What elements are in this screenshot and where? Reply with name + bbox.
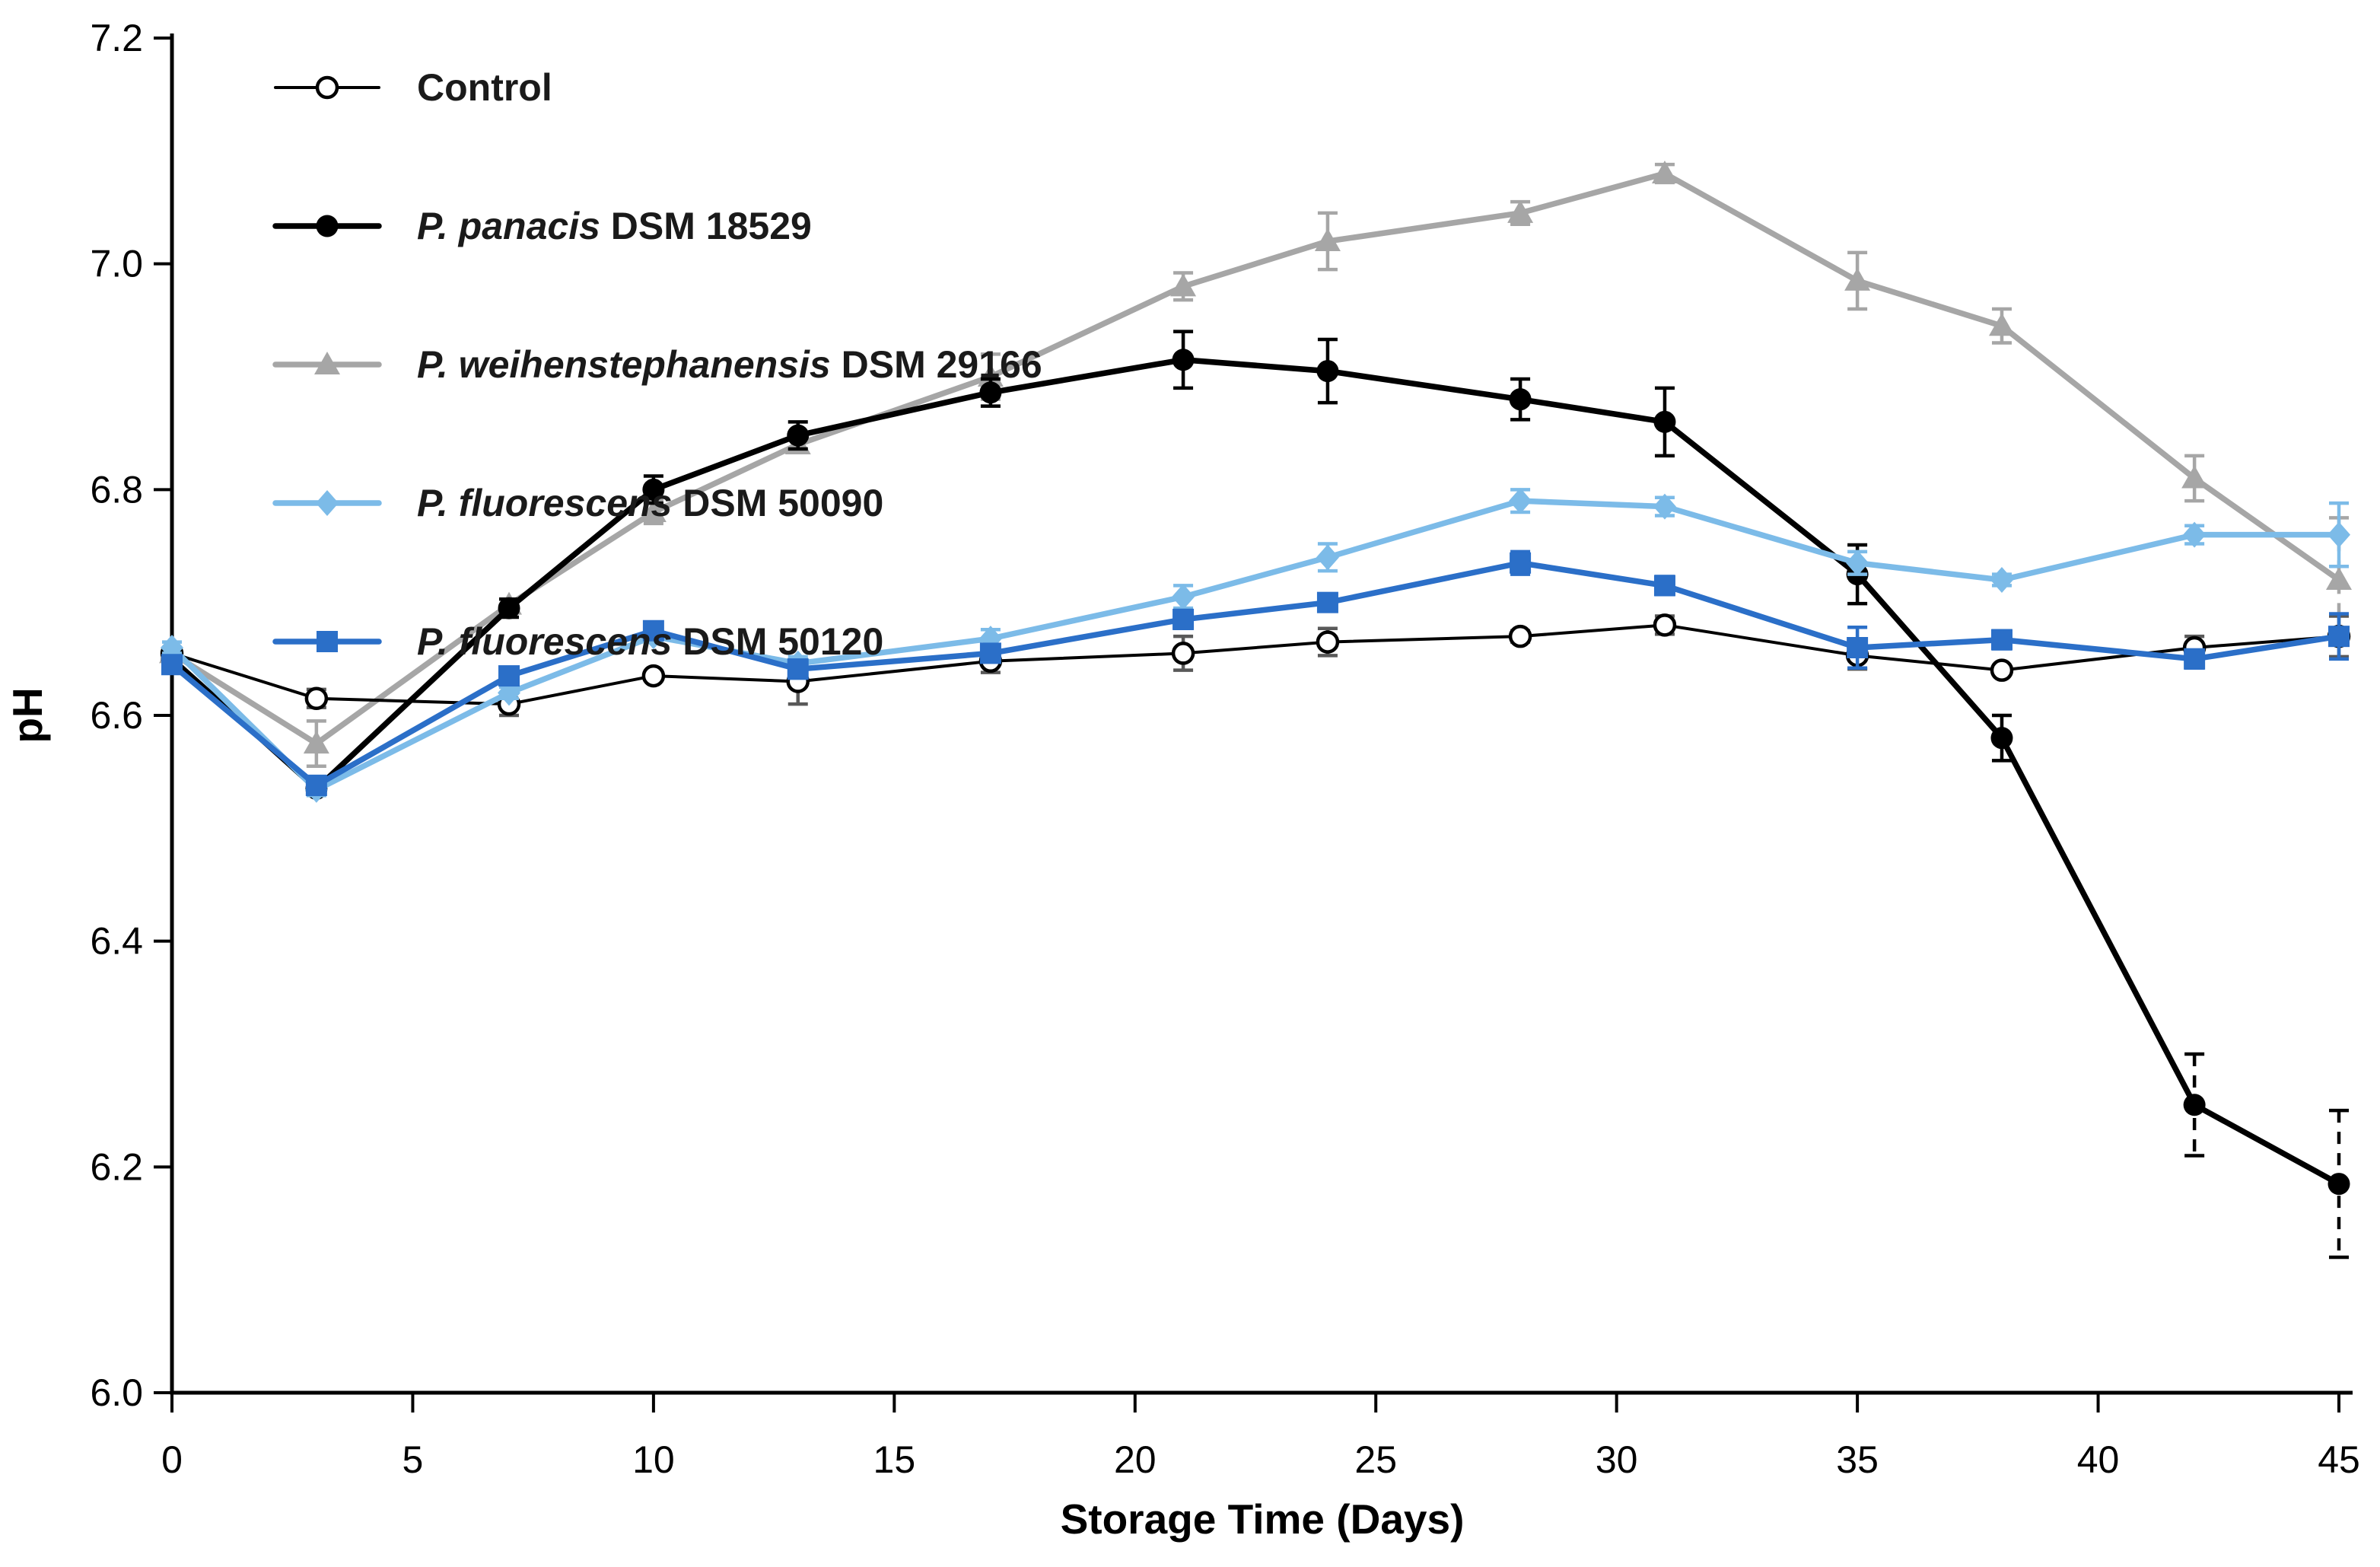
legend-item-fluorescens-50120: P. fluorescens DSM 50120 [272,620,883,663]
data-point-panacis-day42 [2183,1094,2206,1116]
data-point-panacis-day13 [787,424,810,447]
data-point-panacis-day45 [2328,1173,2350,1196]
data-point-weihenstephanensis-day31 [1651,161,1678,183]
data-point-panacis-day31 [1653,410,1676,433]
data-point-fluorescens-50090-day24 [1316,544,1339,571]
x-axis-tick-label: 15 [873,1438,916,1481]
data-point-panacis-day21 [1172,349,1195,371]
x-axis-tick-label: 40 [2077,1438,2120,1481]
data-point-weihenstephanensis-day17 [977,364,1004,387]
data-point-fluorescens-50120-day13 [787,658,809,680]
x-axis-title: Storage Time (Days) [1061,1495,1465,1543]
data-point-control-day38 [1990,658,2014,682]
data-point-fluorescens-50120-day31 [1653,575,1675,597]
legend-marker-fluorescens-50090 [316,490,339,516]
x-axis-tick-label: 45 [2318,1438,2360,1481]
data-point-panacis-day38 [1990,727,2013,750]
data-point-weihenstephanensis-day38 [1988,313,2015,336]
data-point-fluorescens-50120-day38 [1990,629,2013,651]
data-point-control-day10 [641,664,666,688]
legend-item-control: Control [274,66,552,109]
series-line-panacis [169,357,2342,1187]
data-point-fluorescens-50090-day28 [1509,488,1532,514]
data-point-fluorescens-50120-day45 [2328,626,2350,648]
data-point-panacis-day28 [1509,388,1532,411]
y-axis-tick-label: 6.8 [90,468,143,511]
x-axis-tick-label: 0 [161,1438,183,1481]
y-axis: 6.0 6.2 6.4 6.6 6.8 7.0 7.2 [90,17,172,1414]
series-fluorescens-50120 [161,549,2350,797]
y-axis-tick-label: 6.6 [90,694,143,737]
data-point-fluorescens-50120-day7 [498,665,520,687]
data-point-panacis-day17 [979,381,1002,404]
data-point-weihenstephanensis-day35 [1844,267,1871,291]
data-point-fluorescens-50120-day3 [305,774,327,796]
data-point-weihenstephanensis-day42 [2181,465,2208,489]
data-point-panacis-day24 [1316,360,1339,383]
y-axis-title: pH [4,687,51,743]
data-point-weihenstephanensis-day3 [303,731,329,754]
data-point-fluorescens-50090-day35 [1846,549,1869,576]
x-axis-tick-label: 35 [1836,1438,1879,1481]
data-point-fluorescens-50120-day0 [161,654,183,676]
data-point-weihenstephanensis-day24 [1314,228,1341,251]
legend-label-panacis: P. panacis DSM 18529 [417,205,812,247]
data-point-fluorescens-50120-day21 [1172,608,1195,630]
data-point-fluorescens-50120-day24 [1316,591,1338,613]
data-point-fluorescens-50090-day21 [1172,584,1195,610]
x-axis-tick-label: 5 [402,1438,424,1481]
data-point-fluorescens-50120-day35 [1847,637,1869,658]
data-point-fluorescens-50090-day42 [2183,521,2207,548]
data-point-fluorescens-50090-day31 [1653,493,1676,520]
legend-label-fluorescens-50120: P. fluorescens DSM 50120 [417,620,883,663]
legend-item-panacis: P. panacis DSM 18529 [272,205,812,247]
data-point-weihenstephanensis-day45 [2326,567,2352,590]
data-point-weihenstephanensis-day28 [1507,199,1534,223]
legend: Control P. panacis DSM 18529 P. weihenstep… [272,66,1042,663]
series-line-fluorescens-50090 [169,498,2342,793]
y-axis-tick-label: 6.4 [90,920,143,963]
data-point-fluorescens-50120-day17 [979,642,1001,664]
data-point-fluorescens-50120-day10 [642,619,664,642]
data-point-fluorescens-50090-day38 [1990,567,2013,593]
y-axis-tick-label: 7.2 [90,17,143,59]
legend-item-fluorescens-50090: P. fluorescens DSM 50090 [272,482,883,524]
data-point-panacis-day7 [498,597,520,619]
legend-marker-weihenstephanensis [314,352,340,374]
data-point-control-day24 [1316,630,1340,654]
legend-marker-panacis [316,215,339,237]
data-point-control-day31 [1653,613,1677,637]
x-axis-tick-label: 30 [1596,1438,1638,1481]
data-point-fluorescens-50120-day28 [1510,552,1532,574]
data-point-control-day21 [1171,642,1195,665]
x-axis-tick-label: 25 [1354,1438,1397,1481]
legend-label-fluorescens-50090: P. fluorescens DSM 50090 [417,482,883,524]
data-point-fluorescens-50090-day45 [2328,521,2350,548]
data-point-panacis-day10 [642,478,665,501]
data-point-fluorescens-50120-day42 [2184,648,2206,670]
legend-marker-control [315,75,339,100]
y-axis-tick-label: 7.0 [90,243,143,285]
series-weihenstephanensis [159,161,2352,768]
data-point-control-day3 [304,686,329,710]
x-axis-tick-label: 20 [1114,1438,1157,1481]
series-line-fluorescens-50120 [169,560,2342,788]
data-point-weihenstephanensis-day21 [1170,273,1197,297]
y-axis-tick-label: 6.0 [90,1371,143,1414]
legend-label-control: Control [417,66,552,109]
x-axis: 0 5 10 15 20 25 30 35 40 45 [161,1393,2360,1481]
x-axis-tick-label: 10 [632,1438,675,1481]
legend-marker-fluorescens-50120 [317,631,338,652]
legend-item-weihenstephanensis: P. weihenstephanensis DSM 29166 [272,343,1042,386]
y-axis-tick-label: 6.2 [90,1145,143,1188]
legend-label-weihenstephanensis: P. weihenstephanensis DSM 29166 [417,343,1042,386]
series-line-control [170,623,2340,706]
data-point-control-day28 [1508,624,1532,648]
data-point-weihenstephanensis-day10 [640,499,667,522]
series-panacis [161,330,2350,1260]
